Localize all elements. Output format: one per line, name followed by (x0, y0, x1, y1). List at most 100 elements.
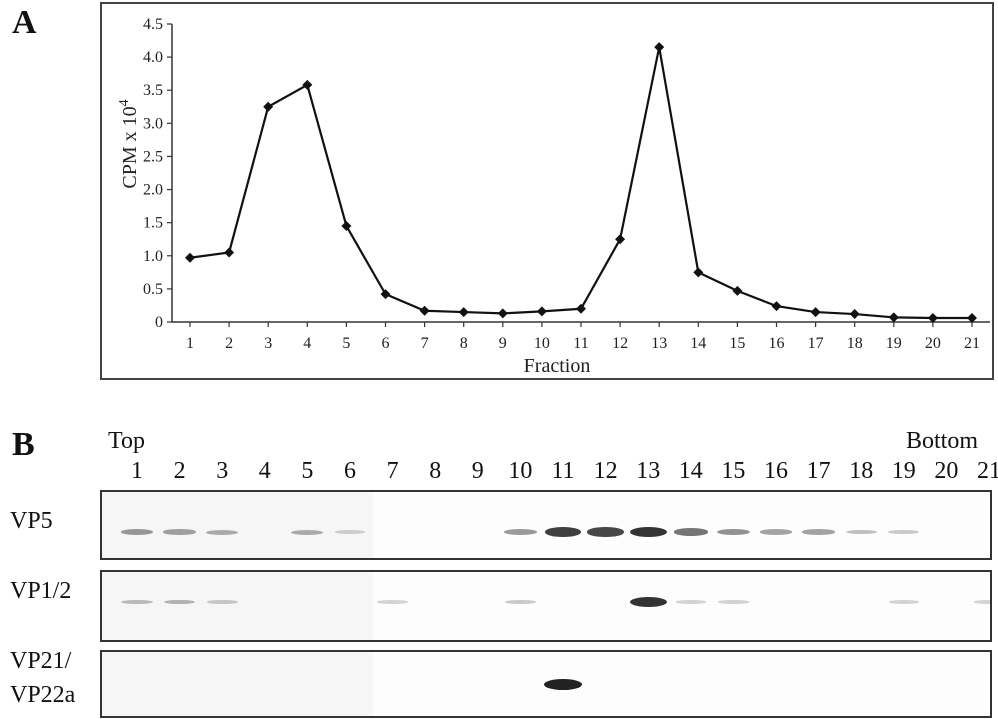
data-point-marker (380, 289, 391, 300)
lane-number: 6 (344, 458, 356, 484)
y-tick-label: 2.0 (143, 182, 163, 199)
data-point-marker (536, 306, 547, 317)
y-tick-label: 1.0 (143, 248, 163, 265)
blot-band (675, 600, 706, 604)
blot-band (377, 600, 408, 604)
blot-band (206, 600, 238, 604)
blot-band (505, 600, 536, 604)
blot-band (888, 600, 919, 604)
panel-label-b: B (12, 426, 35, 463)
blot-top-label: Top (108, 428, 145, 454)
data-point-marker (302, 79, 313, 90)
lane-number: 18 (849, 458, 874, 484)
data-point-marker (693, 267, 704, 278)
blot-band (845, 529, 877, 535)
lane-number: 2 (173, 458, 186, 484)
label-vp1-2: VP1/2 (10, 578, 72, 604)
lane-number: 8 (429, 458, 442, 484)
data-point-marker (224, 247, 235, 258)
blot-band (673, 528, 708, 536)
x-axis-title: Fraction (524, 355, 591, 377)
blot-light-region (373, 652, 990, 716)
data-point-marker (888, 312, 899, 323)
data-point-marker (967, 313, 977, 324)
blot-vp1-2 (100, 570, 992, 642)
blot-band (802, 529, 835, 535)
lane-number: 7 (386, 458, 399, 484)
lane-number: 3 (216, 458, 229, 484)
data-point-marker (771, 301, 782, 312)
blot-bottom-label: Bottom (906, 428, 979, 454)
blot-band (291, 529, 324, 535)
lane-number: 16 (764, 458, 788, 484)
chart-frame: 0 0.5 1.0 1.5 2.0 2.5 3.0 3.5 4.0 4.5 1 2 3 4 5 6 7 8 9 10 1… (100, 2, 994, 380)
x-tick-label: 2 (225, 335, 233, 352)
lane-number: 20 (934, 458, 959, 484)
data-point-marker (654, 42, 665, 53)
lane-number: 4 (258, 458, 271, 484)
x-tick-label: 5 (342, 335, 350, 352)
x-tick-label: 15 (729, 335, 745, 352)
blot-vp21-vp22a (100, 650, 992, 718)
lane-number: 17 (806, 458, 831, 484)
lane-number: 13 (636, 458, 661, 484)
lane-number: 19 (891, 458, 916, 484)
x-tick-label: 13 (651, 335, 667, 352)
x-tick-label: 16 (769, 335, 785, 352)
blot-vp5 (100, 490, 992, 560)
blot-band (759, 529, 793, 535)
x-tick-label: 19 (886, 335, 902, 352)
x-tick-label: 7 (421, 335, 429, 352)
x-tick-label: 10 (534, 335, 550, 352)
lane-number: 11 (551, 458, 575, 484)
blot-band (121, 599, 153, 605)
y-tick-label: 4.0 (143, 49, 163, 66)
y-tick-label: 0.5 (143, 281, 163, 298)
data-point-marker (185, 252, 195, 263)
x-tick-label: 4 (303, 335, 311, 352)
lane-number: 10 (508, 458, 533, 484)
lane-number: 12 (593, 458, 618, 484)
data-point-marker (458, 307, 469, 318)
blot-light-region (373, 492, 990, 558)
label-vp22a: VP22a (10, 682, 76, 708)
data-point-marker (341, 220, 352, 231)
data-point-marker (615, 234, 626, 245)
lane-number-row: 1 2 3 4 5 6 7 8 9 10 11 12 13 14 15 16 17 18 19 20 21 (100, 458, 998, 488)
x-tick-label: 21 (964, 335, 980, 352)
lane-number: 1 (131, 458, 143, 484)
blot-light-region (373, 572, 990, 640)
lane-number: 9 (471, 458, 484, 484)
blot-band (544, 527, 582, 537)
y-tick-label: 4.5 (143, 16, 163, 33)
data-point-marker (263, 101, 274, 112)
lane-number: 5 (301, 458, 314, 484)
x-tick-label: 17 (808, 335, 824, 352)
y-tick-label: 1.5 (143, 215, 163, 232)
x-tick-label: 8 (460, 335, 468, 352)
blot-band (334, 530, 366, 534)
blot-band (718, 600, 749, 604)
blot-band (120, 529, 154, 535)
blot-band (163, 599, 196, 605)
x-tick-label: 20 (925, 335, 941, 352)
blot-band (888, 530, 920, 534)
blot-band (163, 529, 196, 535)
y-tick-label: 0 (155, 314, 163, 331)
blot-band (504, 529, 537, 535)
blot-band (716, 528, 750, 536)
blot-band (544, 678, 582, 690)
label-vp21: VP21/ (10, 648, 72, 674)
x-tick-label: 1 (186, 335, 194, 352)
y-tick-label: 3.0 (143, 115, 163, 132)
x-tick-label: 12 (612, 335, 628, 352)
lane-number: 14 (678, 458, 703, 484)
data-point-marker (576, 303, 586, 314)
y-axis-title: CPM x 104 (117, 99, 141, 188)
blot-band (587, 527, 624, 537)
panel-label-a: A (12, 4, 37, 41)
blot-band (629, 596, 667, 608)
data-point-marker (419, 305, 430, 316)
lane-number: 21 (977, 458, 998, 484)
data-point-marker (927, 313, 938, 324)
